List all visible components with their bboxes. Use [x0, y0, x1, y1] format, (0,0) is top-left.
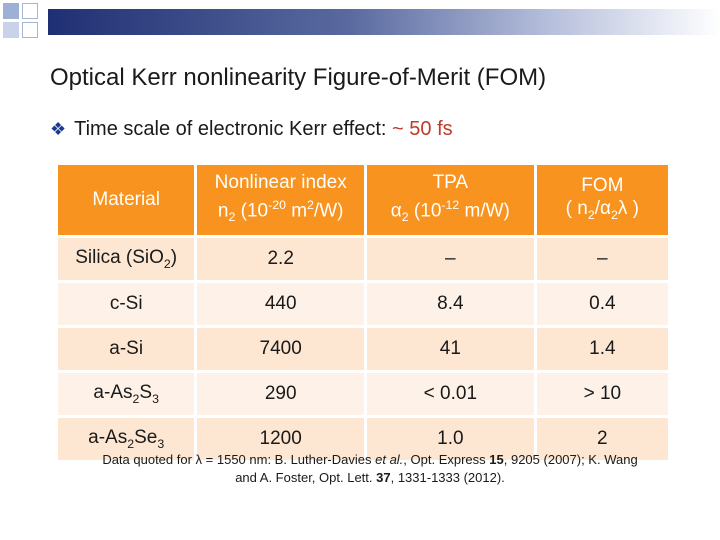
cell-n2: 7400 — [197, 328, 365, 370]
table-row: Silica (SiO2) 2.2 – – — [58, 238, 668, 280]
header-material: Material — [58, 165, 195, 235]
header-tpa: TPA α2 (10-12 m/W) — [367, 165, 534, 235]
cell-tpa: 8.4 — [367, 283, 534, 325]
cell-fom: 1.4 — [536, 328, 668, 370]
cell-tpa: 41 — [367, 328, 534, 370]
cell-material: c-Si — [58, 283, 195, 325]
bullet-line: ❖ Time scale of electronic Kerr effect: ~… — [50, 118, 453, 141]
cell-n2: 2.2 — [197, 238, 365, 280]
diamond-bullet-icon: ❖ — [50, 119, 67, 139]
cell-fom: 0.4 — [536, 283, 668, 325]
table-row: a-As2S3 290 < 0.01 > 10 — [58, 373, 668, 415]
bullet-value: ~ 50 fs — [392, 118, 453, 140]
cell-fom: 2 — [536, 418, 668, 460]
page-title: Optical Kerr nonlinearity Figure-of-Meri… — [50, 64, 547, 91]
fom-table: Material Nonlinear index n2 (10-20 m2/W)… — [55, 162, 671, 463]
header-fom: FOM ( n2/α2λ ) — [536, 165, 668, 235]
decor-square — [3, 3, 19, 19]
cell-n2: 440 — [197, 283, 365, 325]
table-header-row: Material Nonlinear index n2 (10-20 m2/W)… — [58, 165, 668, 235]
cell-tpa: < 0.01 — [367, 373, 534, 415]
header-banner — [48, 9, 720, 35]
cell-fom: – — [536, 238, 668, 280]
table-row: a-Si 7400 41 1.4 — [58, 328, 668, 370]
decor-square — [3, 22, 19, 38]
cell-tpa: – — [367, 238, 534, 280]
cell-fom: > 10 — [536, 373, 668, 415]
citation: Data quoted for λ = 1550 nm: B. Luther-D… — [102, 452, 638, 485]
cell-material: Silica (SiO2) — [58, 238, 195, 280]
cell-tpa: 1.0 — [367, 418, 534, 460]
header-nonlinear-index: Nonlinear index n2 (10-20 m2/W) — [197, 165, 365, 235]
bullet-text: Time scale of electronic Kerr effect: — [74, 118, 387, 140]
table-row: a-As2Se3 1200 1.0 2 — [58, 418, 668, 460]
decor-square — [22, 22, 38, 38]
cell-n2: 1200 — [197, 418, 365, 460]
cell-material: a-As2S3 — [58, 373, 195, 415]
decor-square — [22, 3, 38, 19]
cell-material: a-As2Se3 — [58, 418, 195, 460]
table-row: c-Si 440 8.4 0.4 — [58, 283, 668, 325]
cell-material: a-Si — [58, 328, 195, 370]
cell-n2: 290 — [197, 373, 365, 415]
